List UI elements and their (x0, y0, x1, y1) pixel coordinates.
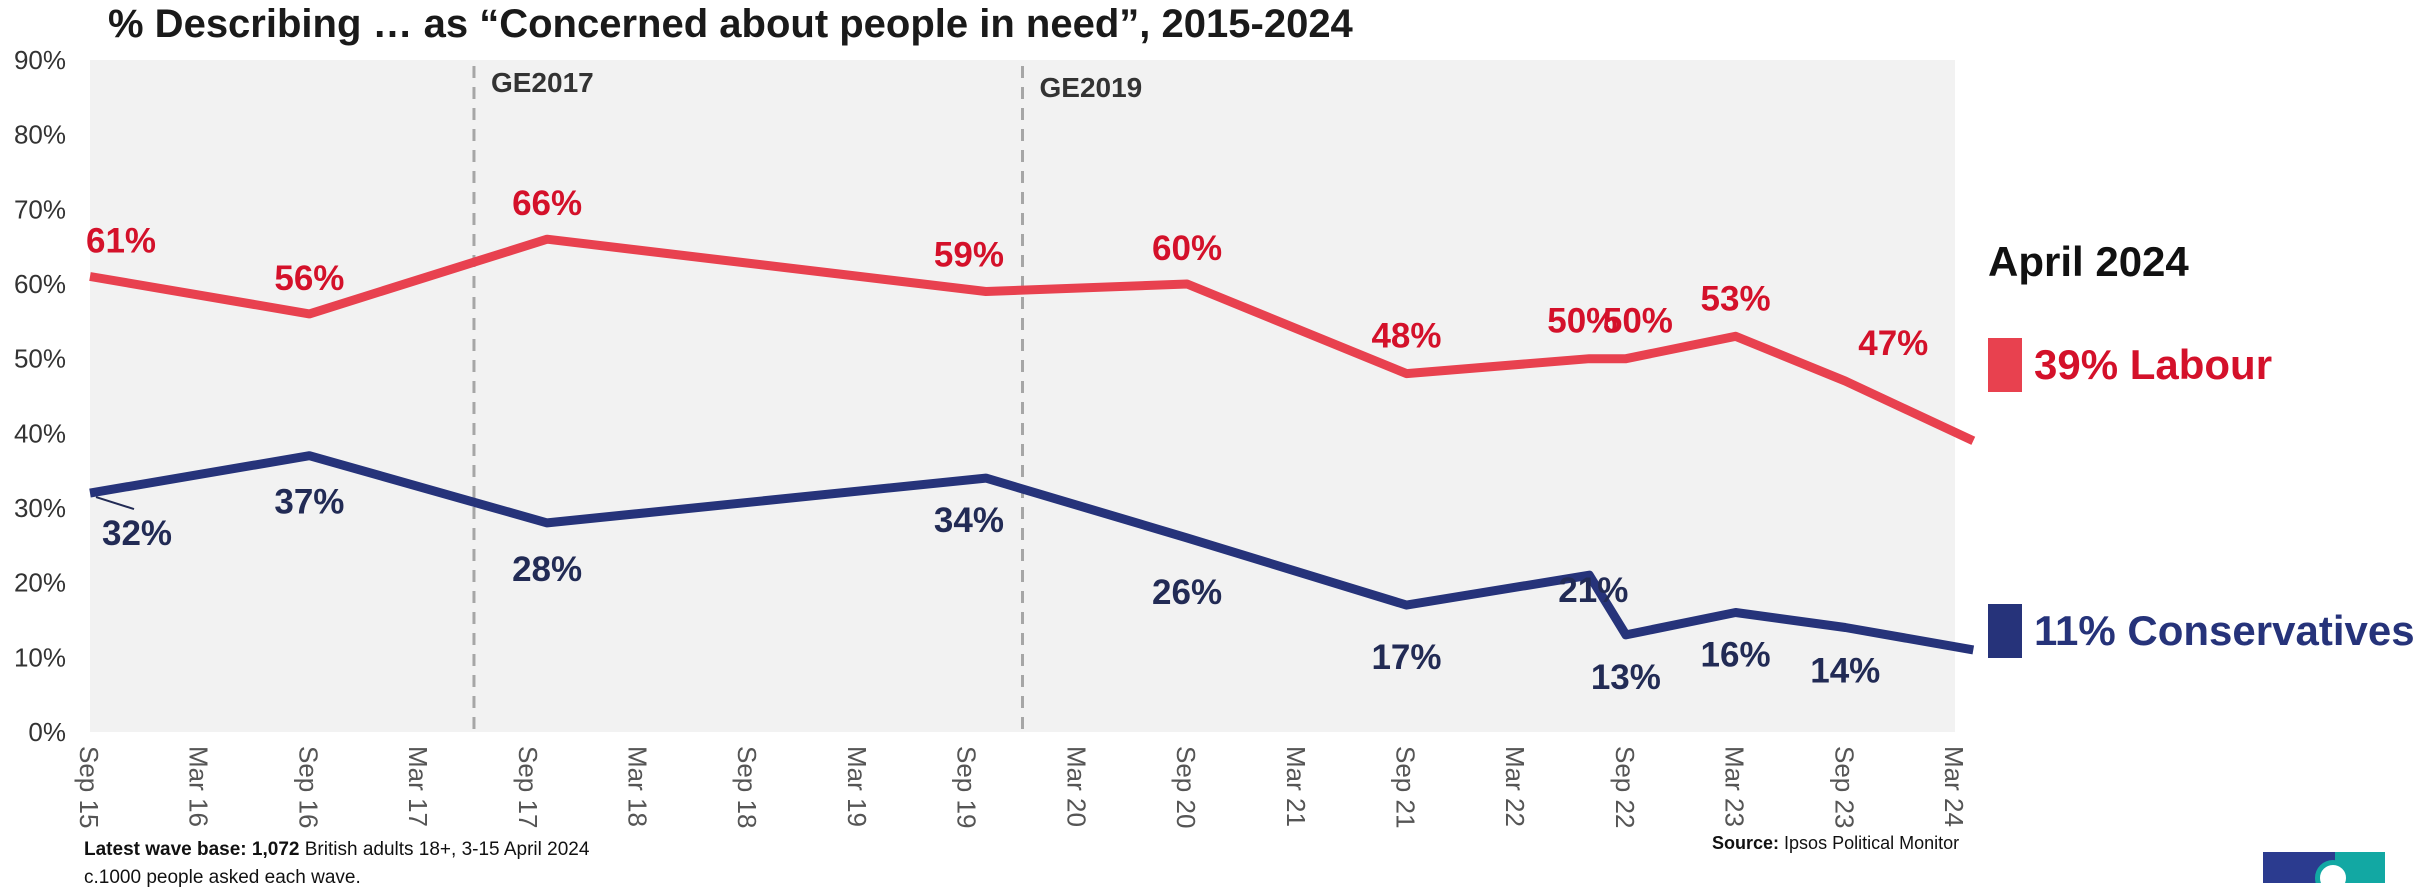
y-tick-label: 70% (14, 194, 66, 224)
data-label: 48% (1371, 317, 1441, 356)
x-tick-label: Sep 20 (1171, 746, 1201, 828)
data-label: 47% (1858, 324, 1928, 363)
x-tick-label: Sep 18 (732, 746, 762, 828)
legend-swatch-conservatives (1988, 604, 2022, 658)
x-tick-label: Sep 23 (1829, 746, 1859, 828)
y-tick-label: 80% (14, 120, 66, 150)
x-tick-label: Sep 22 (1610, 746, 1640, 828)
x-tick-label: Mar 19 (842, 746, 872, 827)
x-tick-label: Sep 16 (293, 746, 323, 828)
data-label: 53% (1701, 279, 1771, 318)
legend-label-conservatives: 11% Conservatives (2034, 607, 2415, 654)
y-tick-label: 90% (14, 45, 66, 75)
data-label: 32% (102, 514, 172, 553)
y-tick-label: 50% (14, 344, 66, 374)
legend-label-labour: 39% Labour (2034, 341, 2273, 388)
data-label: 21% (1558, 571, 1628, 610)
y-tick-label: 20% (14, 568, 66, 598)
x-tick-label: Mar 16 (184, 746, 214, 827)
footnote-line-2: c.1000 people asked each wave. (84, 867, 361, 888)
data-label: 66% (512, 184, 582, 223)
x-tick-label: Mar 22 (1500, 746, 1530, 827)
x-tick-label: Mar 24 (1939, 746, 1969, 827)
footnote: Latest wave base: 1,072 British adults 1… (84, 836, 589, 892)
ipsos-logo (2263, 852, 2385, 883)
x-tick-label: Mar 23 (1720, 746, 1750, 827)
event-label: GE2017 (491, 67, 594, 98)
x-tick-label: Sep 19 (952, 746, 982, 828)
data-label: 34% (934, 501, 1004, 540)
x-tick-label: Mar 17 (403, 746, 433, 827)
x-tick-label: Mar 18 (623, 746, 653, 827)
x-tick-label: Sep 17 (513, 746, 543, 828)
x-tick-label: Sep 21 (1390, 746, 1420, 828)
y-tick-label: 0% (28, 717, 66, 747)
data-label: 50% (1547, 302, 1617, 341)
data-label: 16% (1701, 636, 1771, 675)
data-label: 59% (934, 235, 1004, 274)
legend-swatch-labour (1988, 338, 2022, 392)
legend-item-conservatives: 11% Conservatives (1988, 603, 2415, 659)
y-tick-label: 10% (14, 642, 66, 672)
data-label: 37% (274, 483, 344, 522)
series-line-labour (89, 234, 1976, 445)
legend-item-labour: 39% Labour (1988, 337, 2272, 393)
logo-circle (2315, 860, 2351, 883)
data-label: 28% (512, 550, 582, 589)
event-label: GE2019 (1040, 72, 1143, 103)
series-line-conservatives (89, 451, 1975, 655)
source-text: Ipsos Political Monitor (1784, 833, 1960, 853)
x-tick-label: Mar 21 (1281, 746, 1311, 827)
data-label: 50% (1603, 302, 1673, 341)
y-tick-label: 40% (14, 418, 66, 448)
footnote-base-count: 1,072 (251, 839, 300, 860)
x-tick-label: Mar 20 (1061, 746, 1091, 827)
data-label: 17% (1371, 638, 1441, 677)
source-note: Source: Ipsos Political Monitor (1712, 833, 1959, 854)
footnote-base-rest: British adults 18+, 3-15 April 2024 (304, 839, 590, 860)
data-label: 61% (86, 222, 156, 261)
y-tick-label: 60% (14, 269, 66, 299)
legend-heading: April 2024 (1988, 238, 2189, 285)
data-label: 60% (1152, 229, 1222, 268)
data-label: 13% (1591, 658, 1661, 697)
label-leader-line (95, 496, 135, 511)
footnote-line-1: Latest wave base: 1,072 British adults 1… (84, 836, 589, 864)
chart-title: % Describing … as “Concerned about peopl… (108, 2, 1353, 46)
x-tick-label: Sep 15 (74, 746, 104, 828)
data-label: 56% (274, 259, 344, 298)
y-tick-label: 30% (14, 493, 66, 523)
data-label: 26% (1152, 573, 1222, 612)
data-label: 14% (1810, 651, 1880, 690)
footnote-base-label: Latest wave base: (84, 839, 247, 860)
source-label: Source: (1712, 833, 1780, 853)
